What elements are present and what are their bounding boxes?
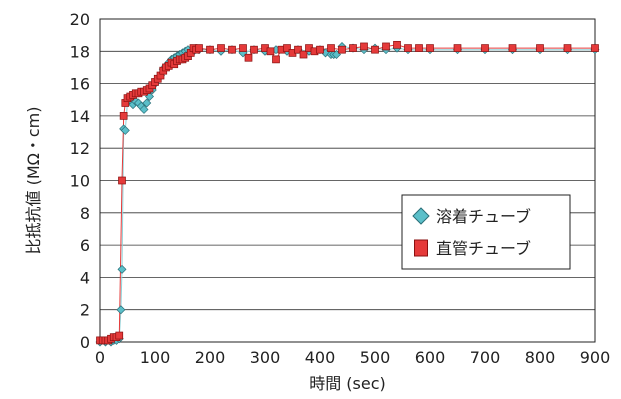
y-tick-label: 6 <box>80 236 90 255</box>
data-point <box>327 44 335 52</box>
legend-marker <box>412 207 430 225</box>
data-point <box>239 44 247 52</box>
legend-marker <box>414 239 428 257</box>
x-tick-label: 300 <box>250 348 281 367</box>
data-point <box>244 53 253 62</box>
data-point <box>382 42 390 51</box>
data-point <box>591 44 599 52</box>
x-tick-label: 200 <box>195 348 226 367</box>
y-axis-label: 比抵抗値 (MΩ・cm) <box>24 107 43 255</box>
data-point <box>360 42 368 51</box>
series-line-2 <box>100 44 595 341</box>
series-markers <box>95 40 600 347</box>
data-point <box>393 40 401 49</box>
data-point <box>272 55 280 64</box>
data-point <box>508 44 517 52</box>
data-point <box>228 45 236 54</box>
y-tick-label: 4 <box>80 268 90 287</box>
data-point <box>195 44 203 52</box>
data-point <box>142 98 152 108</box>
series-lines <box>100 44 595 343</box>
data-point <box>299 50 308 59</box>
data-point <box>563 44 572 52</box>
y-tick-label: 0 <box>80 333 90 352</box>
x-tick-label: 800 <box>525 348 556 367</box>
y-tick-label: 16 <box>70 75 90 94</box>
x-tick-label: 700 <box>470 348 501 367</box>
y-tick-label: 20 <box>70 10 90 29</box>
x-tick-label: 0 <box>95 348 105 367</box>
data-point <box>118 176 126 185</box>
y-tick-label: 18 <box>70 42 90 61</box>
x-axis-label: 時間 (sec) <box>309 374 386 393</box>
data-point <box>120 125 130 135</box>
x-tick-label: 900 <box>580 348 611 367</box>
data-point <box>536 44 544 52</box>
x-tick-label: 100 <box>140 348 171 367</box>
legend-label: 直管チューブ <box>436 239 531 258</box>
data-point <box>139 104 149 114</box>
legend-box <box>401 194 571 270</box>
y-tick-label: 2 <box>80 301 90 320</box>
data-point <box>349 44 357 52</box>
x-tick-labels: 0 100 200 300 400 500 600 700 800 900 <box>95 348 610 367</box>
x-tick-label: 400 <box>305 348 336 367</box>
data-point <box>206 45 214 54</box>
data-point <box>316 45 324 54</box>
data-point <box>119 112 128 120</box>
y-tick-label: 10 <box>70 172 90 191</box>
data-point <box>404 44 412 52</box>
data-point <box>415 44 423 52</box>
data-point <box>217 44 225 52</box>
data-point <box>117 264 127 274</box>
series-line-1 <box>100 45 595 343</box>
data-point <box>338 45 346 54</box>
data-point <box>294 45 302 54</box>
y-tick-label: 14 <box>70 107 90 126</box>
data-point <box>266 47 275 56</box>
data-point <box>115 331 124 340</box>
data-point <box>116 305 126 315</box>
plot-area <box>99 18 596 343</box>
data-point <box>283 44 291 52</box>
y-tick-label: 12 <box>70 139 90 158</box>
data-point <box>250 45 258 54</box>
legend-label: 溶着チューブ <box>436 207 531 226</box>
x-tick-label: 500 <box>360 348 391 367</box>
data-point <box>453 44 462 52</box>
data-point <box>481 44 489 52</box>
data-point <box>426 44 434 52</box>
x-tick-label: 600 <box>415 348 446 367</box>
data-point <box>371 45 379 54</box>
y-tick-label: 8 <box>80 204 90 223</box>
y-tick-labels: 0 2 4 6 8 10 12 14 16 18 20 <box>70 10 90 352</box>
